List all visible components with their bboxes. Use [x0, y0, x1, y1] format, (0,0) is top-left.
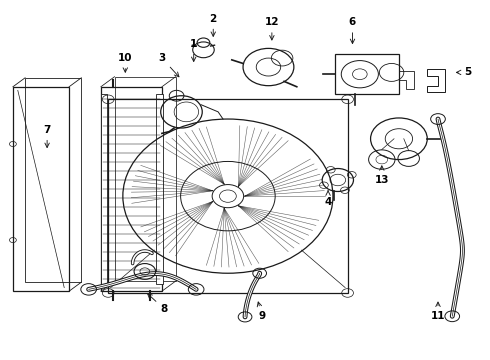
Text: 12: 12 — [265, 17, 279, 40]
Text: 8: 8 — [147, 294, 168, 314]
Text: 10: 10 — [118, 53, 132, 72]
Bar — [101, 94, 107, 284]
Text: 2: 2 — [210, 14, 217, 36]
Text: 4: 4 — [324, 191, 332, 207]
Text: 1: 1 — [190, 39, 197, 62]
Text: 9: 9 — [257, 302, 266, 321]
Text: 3: 3 — [158, 53, 179, 77]
Text: 6: 6 — [349, 17, 356, 44]
Text: 13: 13 — [374, 166, 389, 185]
Circle shape — [212, 185, 244, 208]
Text: 5: 5 — [457, 67, 471, 77]
Bar — [335, 54, 399, 94]
Text: 7: 7 — [44, 125, 51, 148]
Bar — [108, 99, 347, 293]
Text: 11: 11 — [431, 302, 445, 321]
Bar — [156, 94, 163, 284]
